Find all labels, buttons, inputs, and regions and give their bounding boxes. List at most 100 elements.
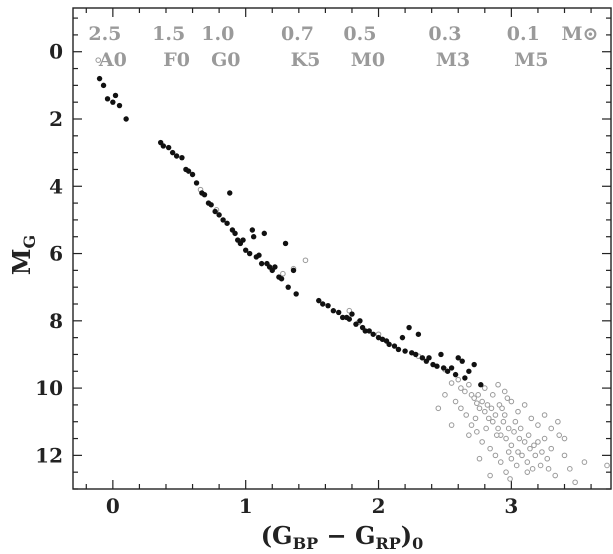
open-point bbox=[482, 408, 488, 415]
open-point bbox=[521, 402, 528, 408]
filled-point bbox=[413, 351, 419, 358]
open-point bbox=[479, 398, 485, 405]
mass-label: 0.7 bbox=[281, 23, 314, 45]
filled-point bbox=[339, 314, 346, 321]
filled-point bbox=[366, 328, 372, 334]
filled-point bbox=[426, 355, 432, 361]
filled-point bbox=[346, 316, 353, 322]
open-point bbox=[512, 418, 519, 425]
filled-point bbox=[462, 375, 468, 381]
open-point bbox=[545, 466, 552, 472]
y-tick-label: 6 bbox=[49, 242, 63, 266]
open-point bbox=[458, 405, 464, 412]
open-point bbox=[508, 442, 515, 449]
filled-point bbox=[123, 116, 129, 122]
open-point bbox=[541, 435, 548, 442]
open-point bbox=[489, 418, 496, 425]
open-point bbox=[474, 429, 480, 435]
x-tick-label: 2 bbox=[372, 494, 386, 518]
filled-point bbox=[169, 149, 176, 156]
mass-label: 0.3 bbox=[428, 23, 461, 45]
x-tick-label: 1 bbox=[239, 494, 253, 518]
plot-frame bbox=[72, 7, 612, 490]
mass-label: 1.5 bbox=[152, 23, 185, 45]
filled-point bbox=[261, 230, 267, 237]
filled-point bbox=[193, 180, 200, 186]
open-point bbox=[489, 392, 496, 398]
open-point bbox=[483, 425, 489, 432]
filled-point bbox=[173, 153, 180, 159]
filled-point bbox=[419, 355, 426, 361]
open-point bbox=[503, 435, 509, 442]
spectral-type-label: F0 bbox=[163, 49, 190, 71]
open-point bbox=[524, 459, 531, 465]
open-point bbox=[525, 432, 532, 438]
filled-point bbox=[391, 343, 398, 349]
filled-point bbox=[242, 247, 249, 253]
spectral-type-label: M3 bbox=[436, 49, 470, 71]
open-point bbox=[507, 476, 513, 482]
mass-label: 1.0 bbox=[201, 23, 234, 45]
filled-point bbox=[227, 190, 233, 196]
open-point bbox=[458, 385, 464, 391]
open-point bbox=[471, 395, 477, 401]
open-point bbox=[555, 418, 561, 425]
filled-point bbox=[415, 331, 422, 337]
filled-point bbox=[96, 75, 103, 82]
filled-point bbox=[316, 297, 322, 304]
filled-point bbox=[201, 191, 208, 198]
open-point bbox=[495, 381, 501, 388]
open-point bbox=[508, 455, 515, 462]
open-point bbox=[561, 435, 568, 442]
open-point bbox=[463, 412, 470, 418]
open-point bbox=[517, 425, 524, 432]
filled-point bbox=[110, 99, 116, 105]
open-point bbox=[435, 405, 442, 412]
open-point bbox=[572, 479, 578, 486]
open-point bbox=[505, 425, 512, 432]
open-point bbox=[544, 455, 551, 462]
open-point bbox=[581, 459, 588, 465]
filled-point bbox=[386, 341, 392, 348]
open-point bbox=[442, 392, 448, 398]
filled-point bbox=[406, 324, 412, 331]
open-point bbox=[474, 400, 480, 407]
open-point bbox=[604, 462, 610, 469]
filled-point bbox=[399, 334, 406, 341]
filled-point bbox=[335, 309, 342, 316]
open-point bbox=[499, 405, 505, 412]
spectral-type-label: M0 bbox=[351, 49, 385, 71]
filled-point bbox=[272, 264, 278, 270]
open-point bbox=[484, 402, 491, 408]
filled-point bbox=[353, 321, 359, 327]
open-point bbox=[521, 439, 528, 445]
open-point bbox=[501, 412, 508, 418]
open-point bbox=[516, 435, 523, 442]
filled-point bbox=[104, 96, 111, 102]
open-point bbox=[527, 445, 533, 452]
filled-point bbox=[444, 368, 451, 374]
open-point bbox=[567, 466, 573, 472]
open-point bbox=[472, 415, 479, 422]
open-point bbox=[468, 422, 475, 428]
open-point bbox=[561, 452, 568, 459]
filled-point bbox=[440, 365, 447, 371]
filled-point bbox=[160, 143, 167, 149]
x-tick-label: 3 bbox=[504, 494, 518, 518]
open-point bbox=[452, 398, 459, 405]
mass-label: 2.5 bbox=[88, 23, 121, 45]
filled-point bbox=[258, 260, 265, 267]
filled-point bbox=[112, 92, 119, 99]
open-point bbox=[466, 381, 472, 388]
open-point bbox=[488, 405, 495, 412]
filled-point bbox=[290, 267, 297, 274]
open-point bbox=[528, 415, 535, 422]
open-point bbox=[515, 408, 521, 415]
filled-point bbox=[116, 102, 123, 109]
open-point bbox=[302, 257, 309, 264]
filled-point bbox=[278, 276, 285, 282]
filled-point bbox=[471, 361, 477, 368]
filled-point bbox=[249, 227, 256, 233]
open-point bbox=[511, 429, 517, 435]
